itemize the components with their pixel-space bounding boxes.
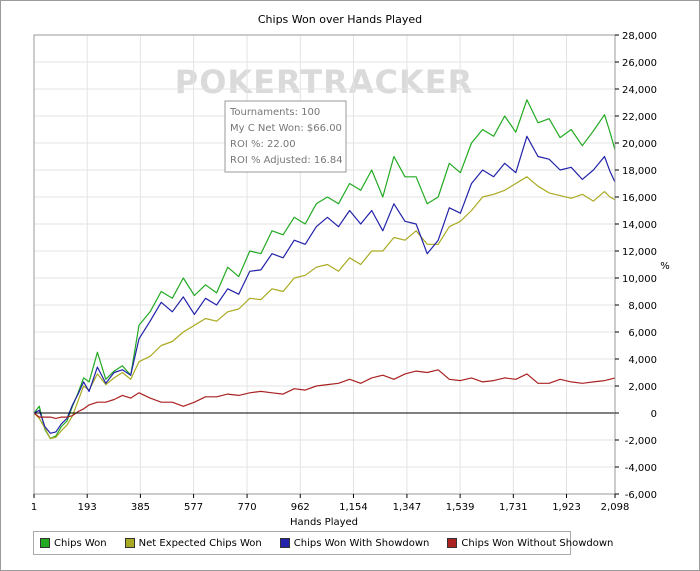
y-axis-unit-label: %	[660, 261, 670, 272]
legend-swatch	[124, 538, 135, 548]
chart-title: Chips Won over Hands Played	[258, 13, 422, 26]
legend-swatch	[447, 538, 458, 548]
info-box-line: Tournaments: 100	[229, 107, 320, 118]
info-box-line: ROI %: 22.00	[230, 139, 296, 150]
series-line-net-expected-chips-won	[33, 176, 616, 440]
info-box-line: My C Net Won: $66.00	[230, 123, 342, 134]
y-tick-label: 26,000	[622, 58, 657, 69]
pokertracker-watermark: POKERTRACKER	[175, 63, 474, 101]
x-axis-label: Hands Played	[290, 517, 358, 528]
x-tick-label: 770	[238, 502, 257, 513]
x-tick-label: 1,154	[339, 502, 368, 513]
y-tick-label: 28,000	[622, 31, 657, 42]
y-tick-label: 0	[651, 409, 657, 420]
y-tick-label: 6,000	[628, 328, 657, 339]
x-tick-label: 1,539	[446, 502, 475, 513]
x-tick-label: 962	[291, 502, 310, 513]
x-tick-label: 1,923	[552, 502, 581, 513]
series-line-chips-won-with-showdown	[33, 135, 616, 434]
x-tick-label: 193	[78, 502, 97, 513]
x-tick-label: 2,098	[601, 502, 630, 513]
y-tick-label: -4,000	[625, 463, 657, 474]
legend-item-chips-won-without-showdown: Chips Won Without Showdown	[447, 538, 613, 549]
y-tick-label: 2,000	[628, 382, 657, 393]
y-tick-label: 16,000	[622, 193, 657, 204]
x-axis-ticks: 1 193 385 577 770 962 1,154 1,347 1,539 1,731 1,92…	[31, 494, 630, 513]
info-box-frame	[224, 100, 347, 173]
legend-item-net-expected-chips-won: Net Expected Chips Won	[124, 537, 262, 549]
y-axis-ticks: -6,000 -4,000 -2,000 0 2,000 4,000 6,000 8,000 1…	[615, 31, 657, 501]
legend-swatch	[279, 538, 290, 548]
legend: Chips Won Net Expected Chips Won Chips Won…	[33, 531, 613, 555]
plot-area	[33, 34, 616, 495]
series-lines	[33, 99, 616, 440]
y-tick-label: 22,000	[622, 112, 657, 123]
y-tick-label: -6,000	[625, 490, 657, 501]
y-tick-label: -2,000	[625, 436, 657, 447]
legend-label: Chips Won	[54, 537, 107, 549]
legend-label: Chips Won With Showdown	[293, 537, 430, 549]
x-tick-label: 385	[131, 502, 150, 513]
legend-swatch	[40, 538, 50, 548]
y-tick-label: 12,000	[622, 247, 657, 258]
y-tick-label: 8,000	[628, 301, 657, 312]
roi-info-box: Tournaments: 100 My C Net Won: $66.00 ROI …	[224, 100, 347, 173]
x-tick-label: 1,347	[393, 502, 422, 513]
legend-item-chips-won-with-showdown: Chips Won With Showdown	[279, 537, 430, 549]
series-line-chips-won	[33, 99, 616, 440]
y-tick-label: 18,000	[622, 166, 657, 177]
x-tick-label: 1	[31, 502, 37, 513]
series-line-chips-won-without-showdown	[33, 369, 616, 419]
y-tick-label: 4,000	[628, 355, 657, 366]
y-tick-label: 10,000	[622, 274, 657, 285]
info-box-line: ROI % Adjusted: 16.84	[230, 155, 343, 166]
y-tick-label: 20,000	[622, 139, 657, 150]
y-tick-label: 24,000	[622, 85, 657, 96]
legend-label: Net Expected Chips Won	[138, 537, 262, 549]
legend-label: Chips Won Without Showdown	[461, 537, 614, 549]
x-tick-label: 1,731	[499, 502, 528, 513]
legend-item-chips-won: Chips Won	[40, 538, 107, 549]
x-tick-label: 577	[184, 502, 203, 513]
y-tick-label: 14,000	[622, 220, 657, 231]
